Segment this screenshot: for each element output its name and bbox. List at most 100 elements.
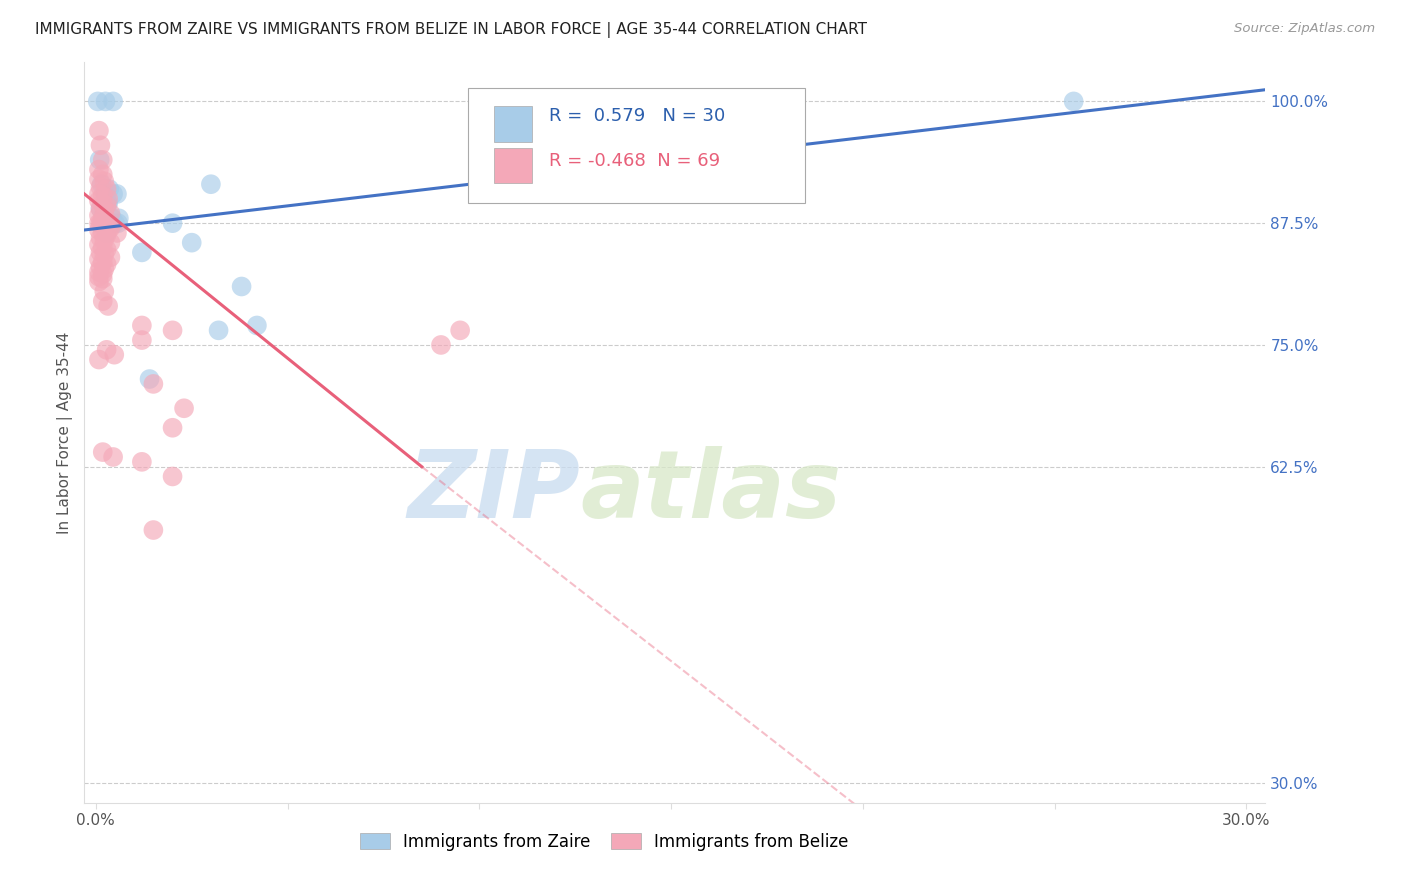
Point [89, 216, 111, 230]
Point [91, 240, 114, 255]
Point [87, 194, 110, 208]
Point [93, 233, 115, 247]
Point [89, 138, 111, 153]
Point [138, 372, 160, 386]
Point [108, 211, 131, 226]
Point [87, 269, 110, 284]
Point [90, 216, 112, 230]
Point [94, 186, 117, 201]
Point [97, 299, 120, 313]
Text: Source: ZipAtlas.com: Source: ZipAtlas.com [1234, 22, 1375, 36]
Point [103, 348, 125, 362]
Point [89, 153, 111, 167]
Point [93, 285, 115, 299]
Point [200, 178, 222, 192]
Point [89, 180, 111, 194]
Point [91, 189, 114, 203]
Point [87, 95, 110, 109]
Point [87, 172, 110, 186]
Point [87, 123, 110, 137]
Point [91, 211, 114, 226]
Point [91, 294, 114, 309]
Point [131, 245, 153, 260]
Point [131, 455, 153, 469]
Point [93, 174, 115, 188]
Point [91, 196, 114, 211]
Point [107, 216, 129, 230]
Point [93, 247, 115, 261]
Point [91, 226, 114, 240]
Point [89, 202, 111, 216]
Point [101, 211, 124, 226]
Point [583, 158, 606, 172]
Point [101, 450, 124, 464]
FancyBboxPatch shape [494, 147, 531, 183]
Legend: Immigrants from Zaire, Immigrants from Belize: Immigrants from Zaire, Immigrants from B… [353, 826, 855, 857]
Point [90, 178, 112, 192]
Point [93, 262, 115, 277]
Point [430, 338, 453, 352]
Point [89, 231, 111, 245]
Point [162, 323, 184, 337]
Point [87, 275, 110, 289]
Point [96, 227, 118, 242]
Point [1063, 95, 1085, 109]
Point [87, 237, 110, 252]
Point [93, 218, 115, 232]
Point [96, 343, 118, 357]
Point [87, 265, 110, 279]
Point [87, 252, 110, 267]
Point [87, 216, 110, 230]
Point [104, 216, 127, 230]
Point [162, 469, 184, 483]
Point [97, 192, 120, 206]
Y-axis label: In Labor Force | Age 35-44: In Labor Force | Age 35-44 [58, 332, 73, 533]
Point [96, 196, 118, 211]
Point [91, 271, 114, 285]
Point [87, 208, 110, 222]
Text: R =  0.579   N = 30: R = 0.579 N = 30 [548, 108, 724, 126]
Point [87, 352, 110, 367]
Point [100, 206, 122, 220]
Point [96, 226, 118, 240]
Point [142, 523, 165, 537]
Point [96, 199, 118, 213]
Point [89, 260, 111, 274]
Point [131, 333, 153, 347]
Point [93, 203, 115, 218]
Point [97, 196, 120, 211]
Point [96, 243, 118, 257]
Point [94, 95, 117, 109]
Point [89, 202, 111, 216]
Point [100, 250, 122, 264]
Point [89, 245, 111, 260]
Point [142, 376, 165, 391]
Point [131, 318, 153, 333]
Point [105, 226, 128, 240]
Point [91, 216, 114, 230]
Point [101, 186, 124, 201]
Point [91, 445, 114, 459]
Point [162, 421, 184, 435]
Point [91, 153, 114, 167]
Text: ZIP: ZIP [408, 446, 581, 538]
Point [162, 216, 184, 230]
Point [96, 257, 118, 271]
Point [87, 223, 110, 237]
FancyBboxPatch shape [494, 106, 531, 142]
Point [173, 401, 195, 416]
Point [246, 318, 269, 333]
Point [100, 221, 122, 235]
Point [91, 168, 114, 182]
Point [98, 182, 121, 196]
Point [449, 323, 471, 337]
Text: IMMIGRANTS FROM ZAIRE VS IMMIGRANTS FROM BELIZE IN LABOR FORCE | AGE 35-44 CORRE: IMMIGRANTS FROM ZAIRE VS IMMIGRANTS FROM… [35, 22, 868, 38]
Point [101, 95, 124, 109]
Point [180, 235, 202, 250]
Point [87, 162, 110, 177]
Point [105, 186, 128, 201]
Point [100, 216, 122, 230]
Point [100, 235, 122, 250]
Point [207, 323, 229, 337]
Text: atlas: atlas [581, 446, 842, 538]
